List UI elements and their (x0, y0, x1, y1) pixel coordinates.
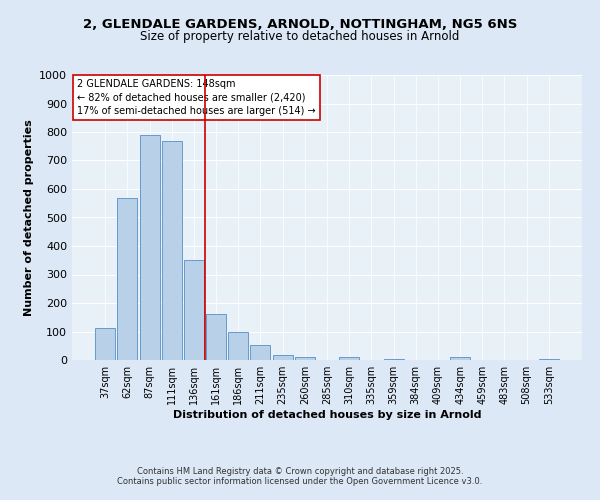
Y-axis label: Number of detached properties: Number of detached properties (23, 119, 34, 316)
Bar (539, 358, 559, 360)
Bar (339, 357, 359, 360)
Bar (162, 140, 182, 360)
Text: Size of property relative to detached houses in Arnold: Size of property relative to detached ho… (140, 30, 460, 43)
Bar (206, 314, 226, 360)
Bar (383, 358, 404, 360)
X-axis label: Distribution of detached houses by size in Arnold: Distribution of detached houses by size … (173, 410, 481, 420)
Text: 2, GLENDALE GARDENS, ARNOLD, NOTTINGHAM, NG5 6NS: 2, GLENDALE GARDENS, ARNOLD, NOTTINGHAM,… (83, 18, 517, 30)
Bar (140, 135, 160, 360)
Bar (228, 332, 248, 360)
Text: Contains public sector information licensed under the Open Government Licence v3: Contains public sector information licen… (118, 477, 482, 486)
Bar (118, 198, 137, 360)
Bar (450, 357, 470, 360)
Bar (184, 260, 204, 360)
Bar (272, 355, 293, 360)
Text: Contains HM Land Registry data © Crown copyright and database right 2025.: Contains HM Land Registry data © Crown c… (137, 467, 463, 476)
Bar (295, 356, 315, 360)
Bar (250, 345, 271, 360)
Text: 2 GLENDALE GARDENS: 148sqm
← 82% of detached houses are smaller (2,420)
17% of s: 2 GLENDALE GARDENS: 148sqm ← 82% of deta… (77, 80, 316, 116)
Bar (95, 328, 115, 360)
